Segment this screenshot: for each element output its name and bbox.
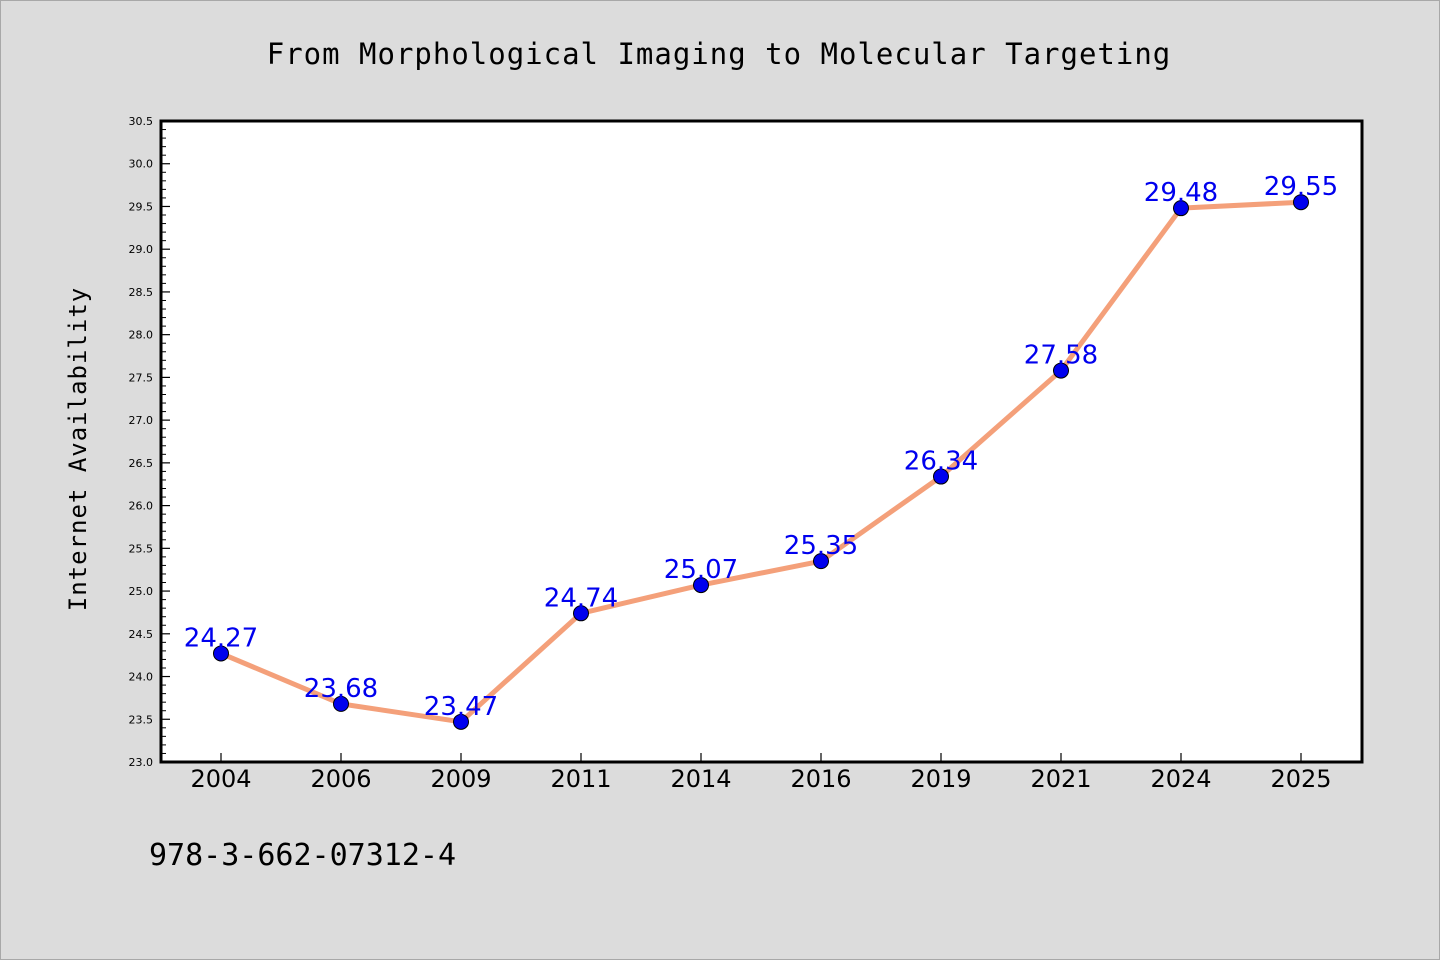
chart-title: From Morphological Imaging to Molecular … xyxy=(267,37,1172,71)
data-point-label: 29.55 xyxy=(1264,172,1338,202)
plot-area xyxy=(159,119,1364,764)
data-point-marker xyxy=(333,695,349,712)
y-tick-label: 26.5 xyxy=(129,457,154,470)
y-tick-label: 26.0 xyxy=(129,500,154,513)
x-tick-label: 2019 xyxy=(910,765,971,793)
x-tick-label: 2016 xyxy=(790,765,851,793)
data-point-marker xyxy=(693,577,709,594)
x-tick-label: 2009 xyxy=(430,765,491,793)
y-tick-label: 30.5 xyxy=(129,115,154,128)
data-point-label: 27.58 xyxy=(1024,341,1098,371)
data-point-label: 23.47 xyxy=(424,692,498,722)
data-point-label: 24.74 xyxy=(544,583,618,613)
y-tick-label: 25.0 xyxy=(129,585,154,598)
x-tick-label: 2021 xyxy=(1030,765,1091,793)
data-point-marker xyxy=(1053,362,1069,379)
x-tick-label: 2004 xyxy=(190,765,251,793)
data-point-marker xyxy=(453,713,469,730)
data-labels: 24.27 23.68 23.47 24.74 25.07 25.35 26.34 27.58… xyxy=(184,172,1338,722)
data-point-label: 25.07 xyxy=(664,555,738,585)
footer-id-text: 978-3-662-07312-4 xyxy=(149,838,456,873)
y-axis-ticks: 23.0 23.5 24.0 24.5 25.0 25.5 26.0 26.5 27.0 27.5… xyxy=(129,115,170,769)
x-tick-label: 2014 xyxy=(670,765,731,793)
data-point-label: 23.68 xyxy=(304,674,378,704)
y-tick-label: 24.0 xyxy=(129,671,154,684)
y-tick-label: 23.0 xyxy=(129,756,154,769)
data-point-marker xyxy=(1173,200,1189,217)
x-tick-label: 2011 xyxy=(550,765,611,793)
y-tick-label: 27.5 xyxy=(129,371,154,384)
y-tick-label: 29.0 xyxy=(129,243,154,256)
y-tick-label: 28.5 xyxy=(129,286,154,299)
data-point-label: 26.34 xyxy=(904,447,978,477)
data-point-label: 25.35 xyxy=(784,531,858,561)
y-tick-label: 24.5 xyxy=(129,628,154,641)
data-point-marker xyxy=(1293,194,1309,211)
data-point-marker xyxy=(933,468,949,485)
y-tick-label: 29.5 xyxy=(129,200,154,213)
data-point-marker xyxy=(573,605,589,622)
series-line xyxy=(218,199,1304,725)
y-tick-label: 27.0 xyxy=(129,414,154,427)
series-markers xyxy=(213,194,1309,730)
x-tick-label: 2025 xyxy=(1270,765,1331,793)
data-point-marker xyxy=(813,553,829,570)
y-tick-label: 23.5 xyxy=(129,713,154,726)
y-tick-label: 30.0 xyxy=(129,158,154,171)
y-tick-label: 28.0 xyxy=(129,329,154,342)
series-lines xyxy=(218,199,1304,725)
x-tick-label: 2024 xyxy=(1150,765,1211,793)
y-axis-label: Internet Availability xyxy=(64,287,92,611)
data-point-label: 24.27 xyxy=(184,623,258,653)
x-tick-label: 2006 xyxy=(310,765,371,793)
x-axis-ticks: 2004 2006 2009 2011 2014 2016 2019 2021 2024 2025 xyxy=(190,753,1332,793)
y-tick-label: 25.5 xyxy=(129,542,154,555)
data-point-label: 29.48 xyxy=(1144,178,1218,208)
data-point-marker xyxy=(213,645,229,662)
